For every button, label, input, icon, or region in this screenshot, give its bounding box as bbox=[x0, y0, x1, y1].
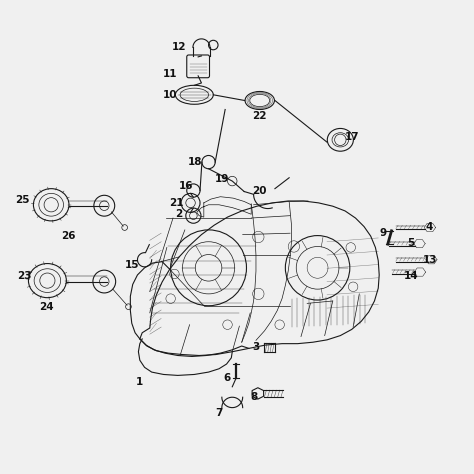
Text: 6: 6 bbox=[223, 373, 230, 383]
Text: 16: 16 bbox=[179, 181, 193, 191]
Text: 4: 4 bbox=[425, 221, 433, 232]
Text: 25: 25 bbox=[16, 195, 30, 205]
Text: 8: 8 bbox=[250, 392, 257, 402]
Text: 3: 3 bbox=[252, 342, 260, 352]
Text: 12: 12 bbox=[172, 42, 186, 53]
Text: 26: 26 bbox=[62, 231, 76, 241]
Text: 10: 10 bbox=[163, 90, 177, 100]
Text: 24: 24 bbox=[39, 302, 54, 312]
Text: 7: 7 bbox=[215, 408, 223, 419]
Text: 13: 13 bbox=[423, 255, 438, 265]
Text: 14: 14 bbox=[404, 271, 419, 281]
Text: 1: 1 bbox=[136, 376, 144, 387]
Text: 18: 18 bbox=[188, 157, 202, 167]
Text: 20: 20 bbox=[253, 185, 267, 196]
Text: 17: 17 bbox=[345, 131, 359, 142]
Text: 2: 2 bbox=[175, 209, 183, 219]
Text: 5: 5 bbox=[407, 237, 414, 248]
Text: 11: 11 bbox=[163, 69, 177, 79]
Text: 23: 23 bbox=[18, 271, 32, 281]
Text: 9: 9 bbox=[379, 228, 387, 238]
Text: 21: 21 bbox=[169, 198, 183, 208]
Text: 15: 15 bbox=[125, 260, 139, 271]
Text: 19: 19 bbox=[215, 174, 229, 184]
Text: 22: 22 bbox=[253, 111, 267, 121]
